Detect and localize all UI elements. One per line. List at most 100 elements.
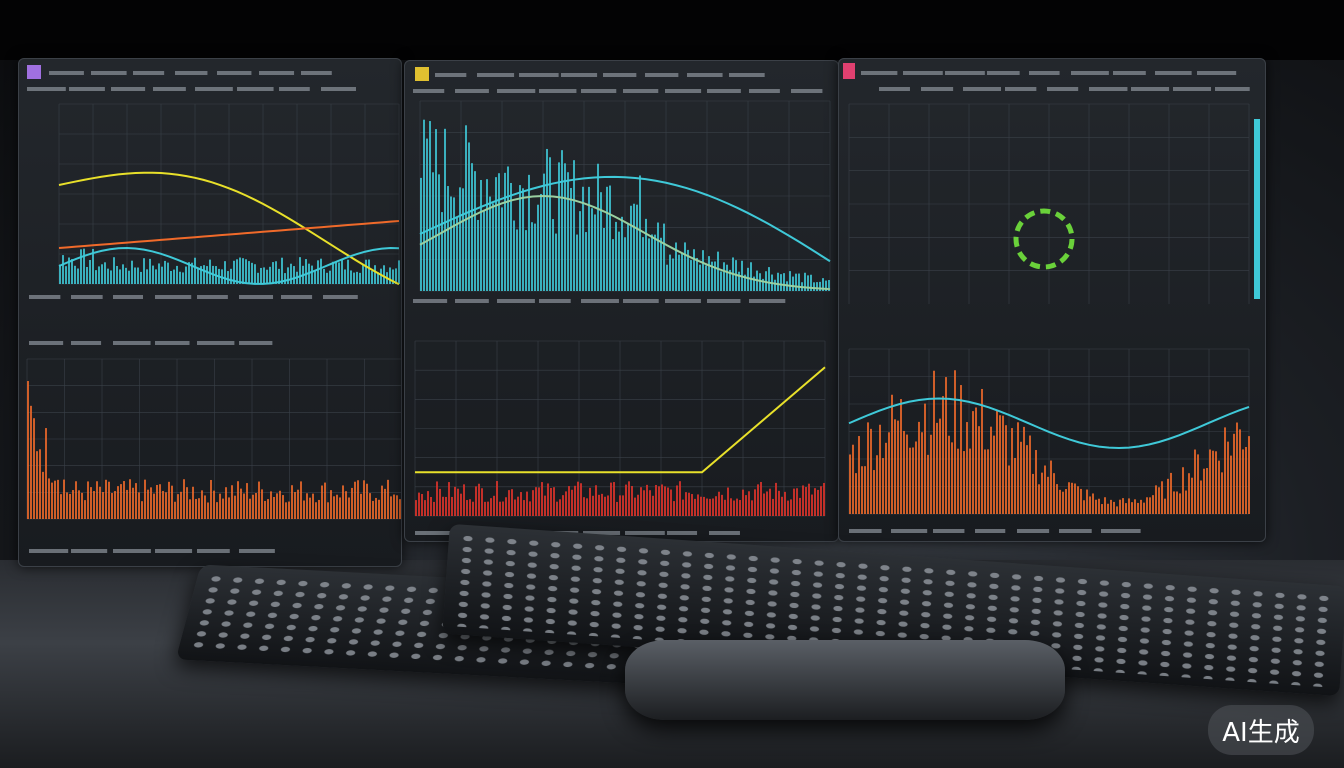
- bar-mark: [387, 479, 389, 519]
- bar-mark: [1167, 478, 1169, 514]
- bar-mark: [607, 495, 609, 516]
- bar-mark: [561, 150, 563, 291]
- bar-mark: [60, 494, 62, 519]
- label-text: [1089, 87, 1128, 91]
- bar-mark: [721, 494, 723, 516]
- bar-mark: [805, 487, 807, 516]
- bar-mark: [51, 482, 53, 519]
- bar-mark: [348, 497, 350, 519]
- label-text: [539, 299, 571, 303]
- label-text: [413, 299, 448, 303]
- bar-mark: [807, 275, 809, 291]
- bar-mark: [110, 270, 112, 284]
- bar-mark: [957, 448, 959, 514]
- bar-mark: [457, 488, 459, 516]
- label-text: [665, 89, 702, 93]
- bar-mark: [966, 422, 968, 514]
- bar-mark: [329, 270, 331, 284]
- bar-mark: [528, 174, 530, 291]
- bar-mark: [975, 407, 977, 514]
- bar-mark: [128, 270, 130, 284]
- bar-mark: [383, 265, 385, 284]
- bar-mark: [562, 495, 564, 516]
- bar-mark: [1038, 484, 1040, 514]
- bar-mark: [306, 493, 308, 519]
- bar-mark: [1008, 465, 1010, 514]
- bar-mark: [1095, 499, 1097, 514]
- bar-mark: [996, 409, 998, 514]
- bar-mark: [577, 481, 579, 516]
- bar-mark: [1014, 457, 1016, 514]
- bar-mark: [117, 486, 119, 519]
- bar-mark: [353, 272, 355, 284]
- bar-mark: [487, 501, 489, 516]
- bar-mark: [655, 484, 657, 516]
- bar-mark: [165, 492, 167, 519]
- bar-mark: [444, 128, 446, 291]
- bar-mark: [906, 434, 908, 514]
- bar-mark: [597, 163, 599, 291]
- bar-mark: [933, 370, 935, 514]
- bar-mark: [39, 449, 41, 519]
- bar-mark: [225, 487, 227, 519]
- bar-mark: [129, 479, 131, 519]
- bar-mark: [472, 501, 474, 516]
- bar-mark: [192, 486, 194, 519]
- bar-mark: [783, 273, 785, 291]
- bar-mark: [972, 411, 974, 514]
- bar-mark: [462, 188, 464, 291]
- label-text: [155, 549, 193, 553]
- bar-mark: [564, 163, 566, 291]
- bar-mark: [161, 266, 163, 284]
- label-text: [279, 87, 310, 91]
- bar-mark: [700, 496, 702, 516]
- bar-mark: [631, 486, 633, 516]
- bar-mark: [480, 179, 482, 291]
- bar-mark: [774, 279, 776, 291]
- bar-mark: [873, 470, 875, 514]
- bar-mark: [546, 148, 548, 291]
- bar-mark: [642, 237, 644, 291]
- bar-mark: [670, 489, 672, 516]
- bar-mark: [667, 487, 669, 516]
- bar-mark: [556, 501, 558, 516]
- bar-mark: [489, 196, 491, 291]
- bar-mark: [351, 487, 353, 519]
- bar-mark: [375, 497, 377, 519]
- bar-mark: [120, 484, 122, 519]
- bar-mark: [942, 396, 944, 514]
- bar-mark: [135, 483, 137, 519]
- bar-mark: [246, 483, 248, 519]
- bar-mark: [948, 435, 950, 514]
- bar-mark: [1080, 488, 1082, 514]
- label-text: [27, 87, 66, 91]
- label-text: [197, 295, 228, 299]
- bar-mark: [366, 483, 368, 519]
- bar-mark: [730, 498, 732, 516]
- bar-mark: [855, 473, 857, 514]
- label-text: [921, 87, 954, 91]
- bar-mark: [1215, 451, 1217, 514]
- bar-mark: [591, 208, 593, 291]
- bar-mark: [861, 466, 863, 514]
- bar-mark: [897, 420, 899, 514]
- bar-mark: [1230, 455, 1232, 514]
- monitor-screen: [413, 67, 831, 535]
- label-text: [113, 341, 151, 345]
- bar-mark: [684, 242, 686, 291]
- label-text: [155, 341, 190, 345]
- bar-mark: [454, 486, 456, 516]
- bar-mark: [1134, 499, 1136, 514]
- bar-mark: [1056, 484, 1058, 514]
- bar-mark: [993, 435, 995, 514]
- label-text: [29, 295, 61, 299]
- bar-mark: [1158, 487, 1160, 514]
- bar-mark: [819, 281, 821, 291]
- bar-mark: [1212, 450, 1214, 514]
- bar-mark: [1065, 489, 1067, 514]
- label-text: [623, 89, 659, 93]
- bar-mark: [517, 496, 519, 516]
- bar-mark: [315, 502, 317, 519]
- label-text: [1155, 71, 1192, 75]
- bar-mark: [909, 447, 911, 514]
